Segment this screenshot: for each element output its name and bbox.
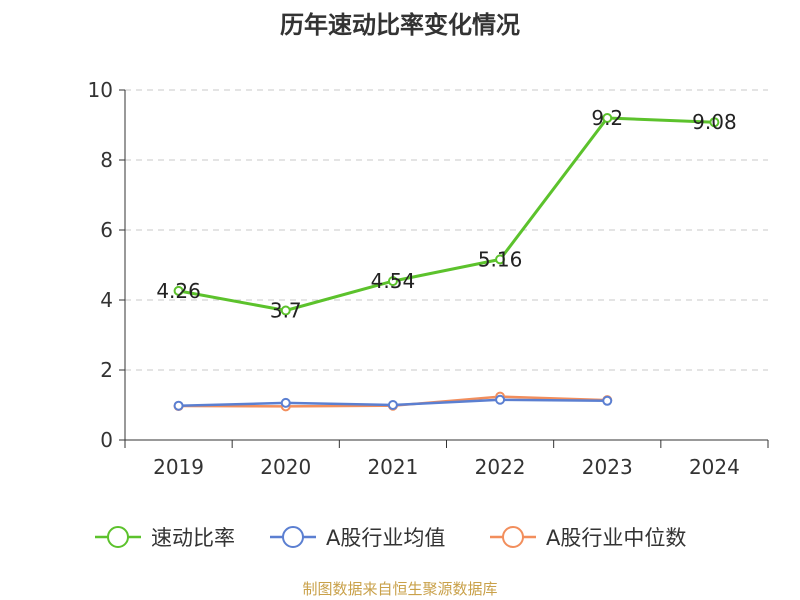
- legend-label: A股行业中位数: [546, 526, 686, 550]
- data-label: 9.2: [591, 106, 623, 130]
- chart-title: 历年速动比率变化情况: [280, 11, 520, 39]
- data-point: [709, 117, 720, 128]
- y-tick-label: 6: [100, 218, 113, 242]
- x-tick-label: 2021: [367, 455, 418, 479]
- data-label: 3.7: [270, 299, 302, 323]
- y-tick-label: 10: [88, 78, 113, 102]
- data-point: [387, 276, 398, 287]
- series-layer: [173, 113, 720, 412]
- legend-label: 速动比率: [151, 526, 235, 550]
- data-point: [495, 394, 506, 405]
- data-point: [387, 400, 398, 410]
- legend-marker: [282, 526, 304, 548]
- data-label: 5.16: [478, 247, 523, 271]
- source-footer: 制图数据来自恒生聚源数据库: [302, 580, 498, 598]
- axes: 0 2 4 6 8 10 2019 2020 2021 2022 2023 2024: [88, 78, 769, 479]
- data-point: [173, 400, 184, 411]
- data-point: [602, 113, 613, 123]
- legend: 速动比率 A股行业均值 A股行业中位数: [95, 526, 686, 550]
- x-tick-label: 2023: [582, 455, 633, 479]
- legend-item[interactable]: 速动比率: [95, 526, 235, 550]
- y-tick-label: 0: [100, 428, 113, 452]
- x-tick-label: 2024: [689, 455, 740, 479]
- legend-item[interactable]: A股行业中位数: [490, 526, 686, 550]
- y-tick-label: 4: [100, 288, 113, 312]
- x-tick-label: 2020: [260, 455, 311, 479]
- data-label: 4.26: [156, 279, 201, 303]
- data-point: [280, 397, 291, 408]
- legend-marker: [502, 526, 524, 548]
- data-label: 9.08: [692, 110, 737, 134]
- legend-label: A股行业均值: [326, 526, 445, 550]
- data-point: [495, 254, 506, 265]
- data-label: 4.54: [371, 269, 416, 293]
- y-tick-label: 2: [100, 358, 113, 382]
- data-point: [602, 395, 613, 406]
- legend-item[interactable]: A股行业均值: [270, 526, 445, 550]
- x-tick-label: 2019: [153, 455, 204, 479]
- grid-lines: [125, 89, 768, 371]
- x-tick-label: 2022: [475, 455, 526, 479]
- data-point: [280, 305, 291, 316]
- series-line: [178, 116, 715, 312]
- legend-marker: [107, 526, 129, 548]
- data-point: [173, 285, 184, 296]
- data-labels: 4.26 3.7 4.54 5.16 9.2 9.08: [156, 106, 736, 323]
- y-tick-label: 8: [100, 148, 113, 172]
